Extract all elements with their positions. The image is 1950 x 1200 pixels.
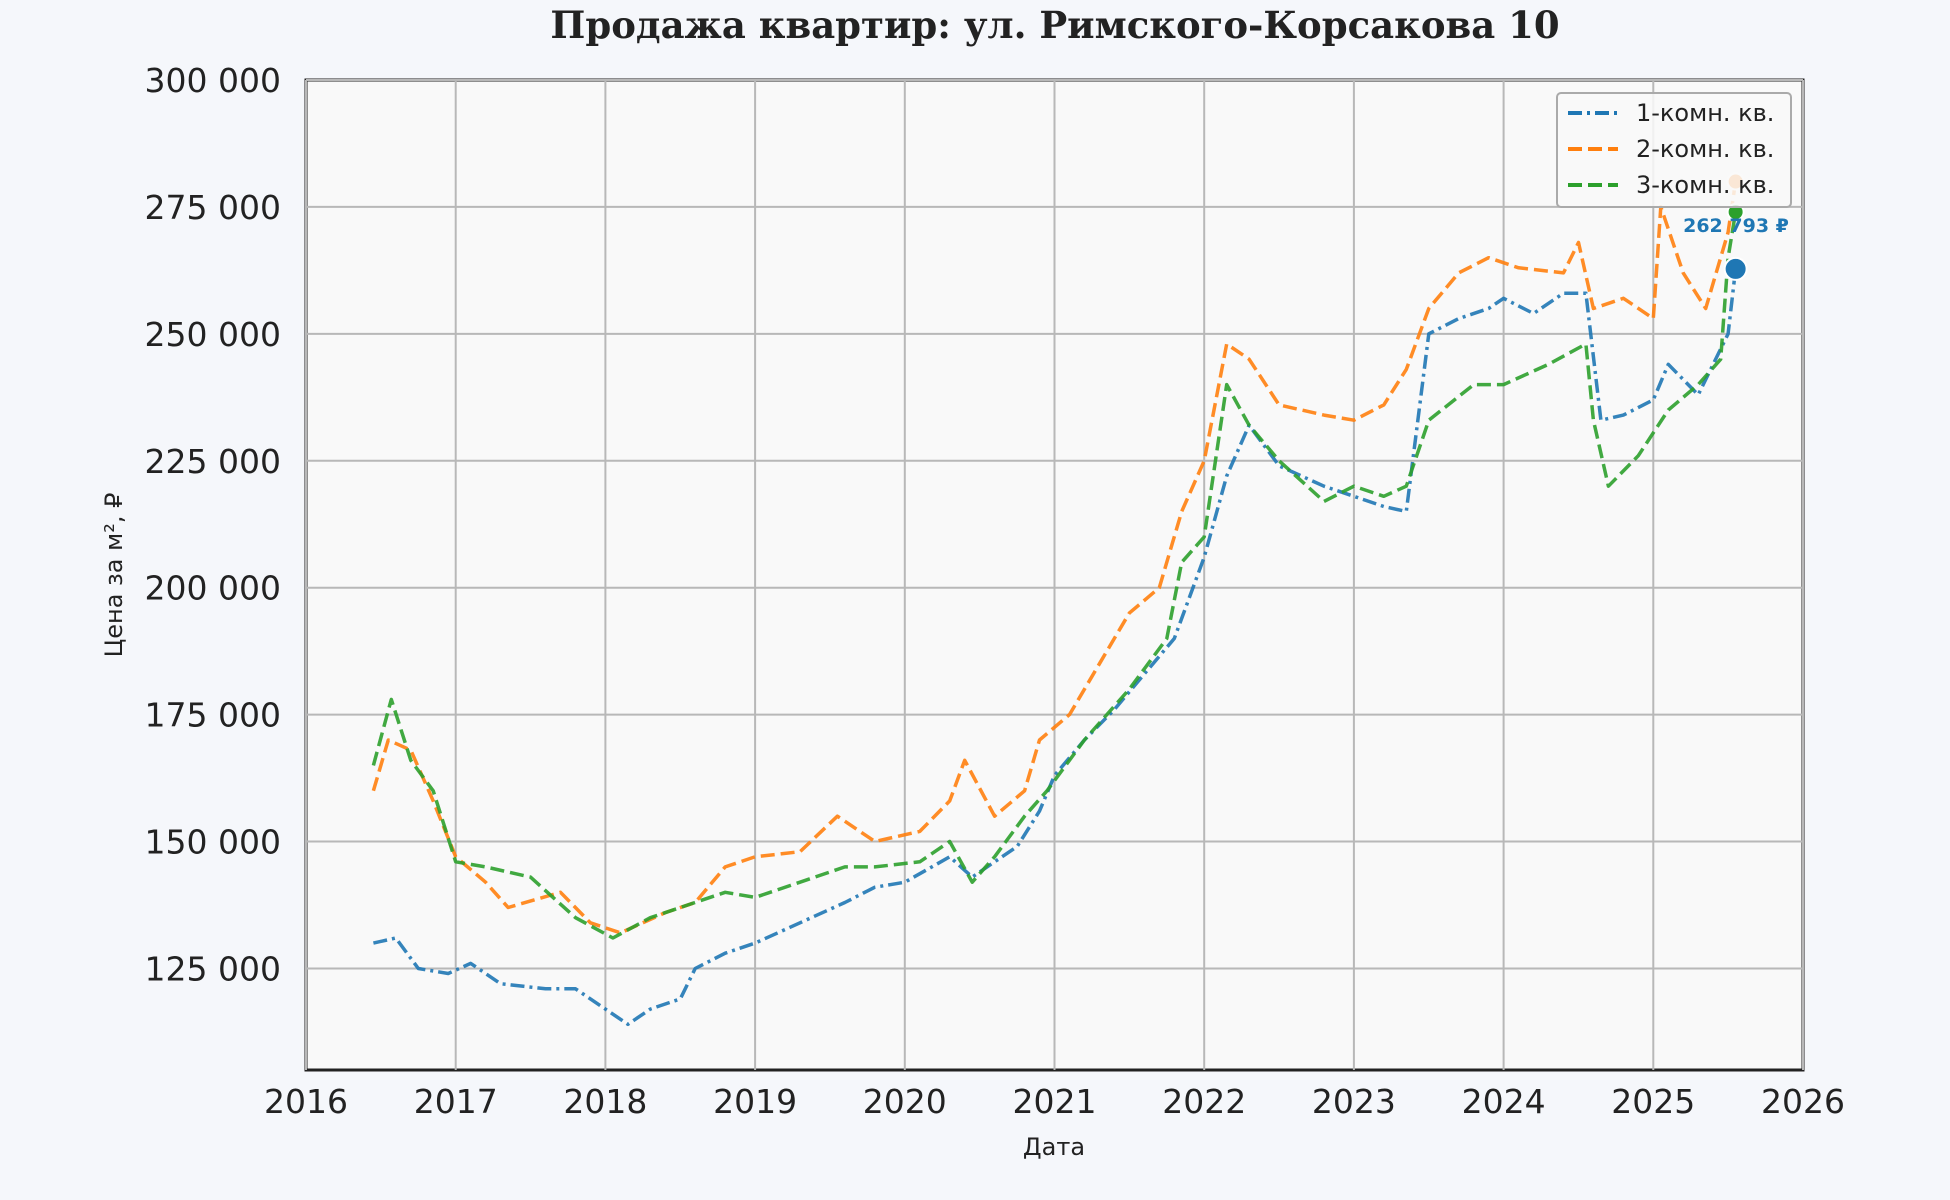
y-tick-label: 225 000 bbox=[145, 442, 281, 481]
y-tick-label: 300 000 bbox=[145, 61, 281, 100]
legend-label-2: 2-комн. кв. bbox=[1636, 135, 1774, 163]
endpoint-annotation: 262 793 ₽ bbox=[1683, 215, 1789, 237]
x-tick-label: 2016 bbox=[264, 1082, 348, 1121]
x-axis-label: Дата bbox=[1023, 1133, 1085, 1161]
legend: 1-комн. кв. 2-комн. кв. 3-комн. кв. bbox=[1556, 92, 1792, 208]
y-tick-label: 250 000 bbox=[145, 315, 281, 354]
x-tick-label: 2018 bbox=[563, 1082, 647, 1121]
y-tick-label: 125 000 bbox=[145, 949, 281, 988]
y-axis-label: Цена за м², ₽ bbox=[100, 493, 128, 658]
grid-lines bbox=[305, 79, 1804, 1070]
x-tick-label: 2024 bbox=[1462, 1082, 1546, 1121]
x-tick-label: 2021 bbox=[1013, 1082, 1097, 1121]
x-tick-label: 2019 bbox=[713, 1082, 797, 1121]
x-tick-label: 2017 bbox=[414, 1082, 498, 1121]
legend-box bbox=[1556, 92, 1792, 208]
x-tick-label: 2026 bbox=[1761, 1082, 1845, 1121]
y-tick-label: 200 000 bbox=[145, 569, 281, 608]
y-axis-ticks: 125 000 150 000 175 000 200 000 225 000 250 0… bbox=[145, 61, 281, 988]
x-tick-label: 2025 bbox=[1611, 1082, 1695, 1121]
legend-label-1: 1-комн. кв. bbox=[1636, 99, 1774, 127]
series-lines bbox=[371, 181, 1738, 1027]
x-tick-label: 2020 bbox=[863, 1082, 947, 1121]
legend-label-3: 3-комн. кв. bbox=[1636, 171, 1774, 199]
x-tick-label: 2022 bbox=[1162, 1082, 1246, 1121]
y-tick-label: 175 000 bbox=[145, 696, 281, 735]
series-line-2 bbox=[371, 181, 1738, 935]
x-axis-ticks: 2016 2017 2018 2019 2020 2021 2022 2023 2024 2025… bbox=[264, 1082, 1845, 1121]
y-tick-label: 150 000 bbox=[145, 823, 281, 862]
y-tick-label: 275 000 bbox=[145, 188, 281, 227]
x-tick-label: 2023 bbox=[1312, 1082, 1396, 1121]
series-line-3 bbox=[371, 211, 1738, 940]
endpoint-marker-1 bbox=[1723, 256, 1748, 281]
chart-title: Продажа квартир: ул. Римского-Корсакова … bbox=[550, 3, 1559, 47]
